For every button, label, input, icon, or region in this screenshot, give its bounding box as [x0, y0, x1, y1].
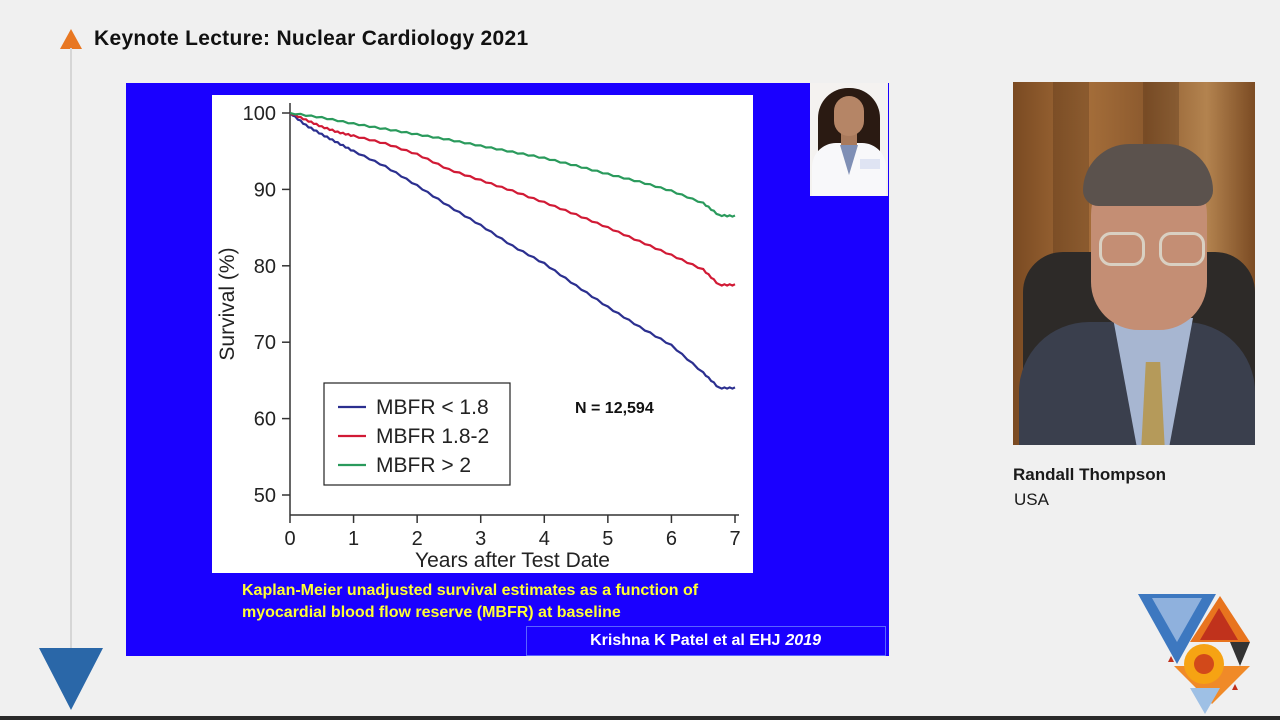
header: Keynote Lecture: Nuclear Cardiology 2021 — [60, 24, 528, 54]
lecture-title: Keynote Lecture: Nuclear Cardiology 2021 — [94, 27, 529, 50]
author-face — [834, 96, 864, 136]
caption-line-1: Kaplan-Meier unadjusted survival estimat… — [242, 582, 699, 599]
citation-text: Krishna K Patel et al EHJ — [590, 632, 781, 649]
x-tick-label: 5 — [602, 528, 613, 550]
y-axis-title: Survival (%) — [216, 247, 239, 360]
logo-light-triangle — [1152, 598, 1202, 642]
x-tick-label: 0 — [284, 528, 295, 550]
citation-year: 2019 — [785, 632, 821, 649]
x-tick-label: 3 — [475, 528, 486, 550]
x-tick-label: 1 — [348, 528, 359, 550]
bottom-bar — [0, 716, 1280, 720]
y-tick-label: 100 — [243, 103, 276, 125]
caption-line-2: myocardial blood flow reserve (MBFR) at … — [242, 604, 621, 621]
x-tick-label: 7 — [729, 528, 740, 550]
legend-label-3: MBFR > 2 — [376, 454, 471, 477]
citation: Krishna K Patel et al EHJ 2019 — [526, 626, 886, 656]
logo-heart-core — [1194, 654, 1214, 674]
x-tick-label: 4 — [539, 528, 550, 550]
x-tick-label: 6 — [666, 528, 677, 550]
x-tick-label: 2 — [412, 528, 423, 550]
x-axis-title: Years after Test Date — [415, 549, 610, 572]
conference-logo-icon — [1138, 594, 1250, 714]
logo-bottom-triangle — [1190, 688, 1220, 714]
slide-caption: Kaplan-Meier unadjusted survival estimat… — [242, 580, 762, 624]
orange-triangle-icon — [60, 29, 82, 49]
logo-small-red — [1168, 656, 1174, 662]
chart-panel: 50 60 70 80 90 100 0 1 2 3 4 5 6 7 Years after Test Da… — [212, 95, 753, 573]
blue-triangle-icon[interactable] — [39, 648, 103, 710]
author-photo — [810, 83, 888, 196]
y-tick-label: 60 — [254, 409, 276, 431]
author-badge — [860, 159, 880, 169]
series-line-3 — [289, 111, 736, 218]
legend-box — [323, 382, 511, 486]
y-tick-label: 70 — [254, 332, 276, 354]
series-line-2 — [289, 112, 736, 287]
timeline-line — [70, 48, 72, 648]
logo-red-triangle — [1200, 608, 1238, 640]
presentation-slide: 50 60 70 80 90 100 0 1 2 3 4 5 6 7 Years after Test Da… — [126, 83, 889, 656]
glasses-left — [1099, 232, 1145, 266]
survival-chart: 50 60 70 80 90 100 0 1 2 3 4 5 6 7 Years after Test Da… — [216, 103, 741, 572]
y-tick-label: 50 — [254, 485, 276, 507]
speaker-name: Randall Thompson — [1013, 465, 1166, 484]
logo-small-red-2 — [1232, 684, 1238, 690]
author-neck — [841, 133, 857, 147]
y-tick-label: 90 — [254, 179, 276, 201]
legend-label-2: MBFR 1.8-2 — [376, 425, 489, 448]
glasses-right — [1159, 232, 1205, 266]
speaker-video — [1013, 82, 1255, 445]
legend-label-1: MBFR < 1.8 — [376, 396, 489, 419]
y-tick-label: 80 — [254, 256, 276, 278]
speaker-hair — [1083, 144, 1213, 206]
series-line-1 — [289, 112, 736, 390]
speaker-country: USA — [1014, 490, 1049, 509]
logo-dark-triangle — [1230, 642, 1250, 666]
sample-size-label: N = 12,594 — [575, 400, 654, 417]
